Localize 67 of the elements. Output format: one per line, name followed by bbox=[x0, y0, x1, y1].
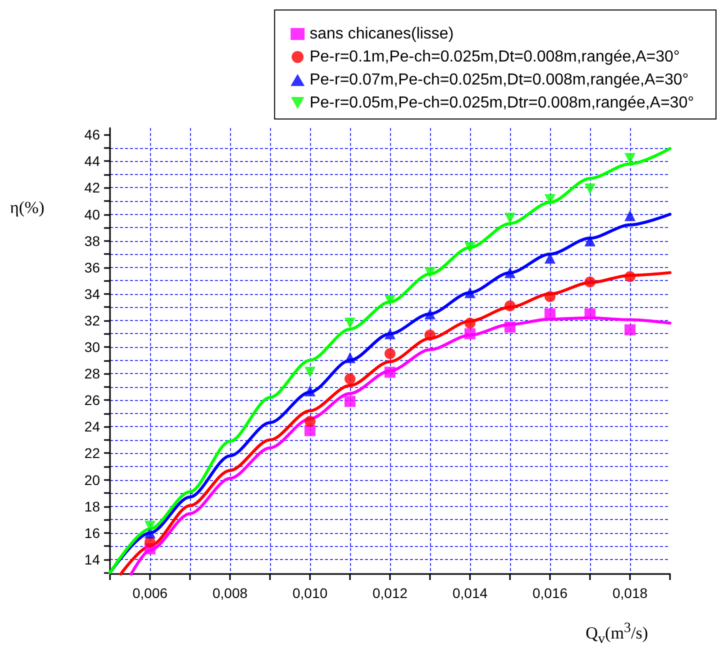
legend-label: sans chicanes(lisse) bbox=[310, 26, 454, 42]
y-tick-label: 24 bbox=[84, 418, 100, 435]
legend-label: Pe-r=0.07m,Pe-ch=0.025m,Dt=0.008m,rangée,A=30° bbox=[310, 72, 689, 88]
point bbox=[424, 330, 436, 341]
point bbox=[144, 527, 156, 538]
y-tick-label: 44 bbox=[84, 153, 100, 170]
x-tick-label: 0,012 bbox=[372, 585, 408, 601]
point bbox=[344, 373, 356, 384]
point bbox=[464, 318, 476, 329]
point bbox=[384, 366, 396, 378]
point bbox=[544, 291, 556, 302]
y-tick-label: 34 bbox=[84, 286, 100, 302]
point bbox=[144, 520, 156, 532]
legend-label: Pe-r=0.1m,Pe-ch=0.025m,Dt=0.008m,rangée,A=30° bbox=[310, 48, 680, 66]
line-series bbox=[119, 271, 672, 576]
point bbox=[384, 328, 396, 340]
point bbox=[304, 416, 316, 427]
y-tick-label: 20 bbox=[84, 472, 100, 488]
point bbox=[344, 352, 356, 364]
y-tick-label: 28 bbox=[84, 366, 100, 382]
y-tick-label: 14 bbox=[84, 551, 100, 568]
y-tick-label: 36 bbox=[84, 259, 100, 276]
point bbox=[624, 271, 636, 282]
y-tick-label: 26 bbox=[84, 392, 100, 408]
x-tick-label: 0,008 bbox=[212, 585, 248, 601]
point bbox=[304, 425, 316, 436]
point bbox=[504, 267, 516, 278]
point bbox=[344, 318, 356, 329]
point bbox=[464, 287, 476, 298]
point bbox=[544, 252, 556, 264]
y-tick-label: 18 bbox=[84, 498, 100, 514]
point bbox=[304, 385, 316, 396]
y-tick-label: 42 bbox=[84, 180, 100, 196]
point bbox=[504, 300, 516, 312]
x-axis-title: Q$_{v}$(m$^{3}$/s) bbox=[586, 620, 648, 648]
y-tick-label: 16 bbox=[84, 524, 100, 541]
x-tick-label: 0,014 bbox=[452, 585, 488, 601]
x-tick-label: 0,016 bbox=[532, 585, 568, 601]
x-tick-label: 0,010 bbox=[292, 585, 328, 601]
point bbox=[424, 308, 436, 320]
point bbox=[624, 324, 636, 336]
point bbox=[544, 308, 556, 320]
point bbox=[584, 308, 596, 320]
point bbox=[584, 276, 596, 288]
point bbox=[584, 235, 596, 246]
point bbox=[504, 212, 516, 224]
point bbox=[464, 242, 476, 253]
x-tick-label: 0,006 bbox=[132, 585, 168, 601]
point bbox=[584, 184, 596, 195]
y-tick-label: 22 bbox=[84, 445, 100, 462]
y-tick-label: 38 bbox=[84, 232, 100, 249]
point bbox=[344, 396, 356, 407]
y-tick-label: 30 bbox=[84, 339, 100, 356]
point bbox=[504, 322, 516, 333]
y-tick-label: 46 bbox=[84, 126, 100, 143]
point bbox=[384, 348, 396, 360]
point bbox=[304, 366, 316, 378]
y-tick-label: 40 bbox=[84, 206, 100, 222]
point bbox=[464, 328, 476, 340]
point bbox=[384, 295, 396, 306]
y-tick-label: 32 bbox=[84, 312, 100, 328]
point bbox=[544, 194, 556, 206]
point bbox=[624, 210, 636, 222]
y-axis-title: η(%) bbox=[10, 198, 44, 218]
x-tick-label: 0,018 bbox=[612, 585, 648, 601]
legend-label: Pe-r=0.05m,Pe-ch=0.025m,Dtr=0.008m,rangée,A=30° bbox=[310, 94, 694, 112]
point bbox=[424, 267, 436, 278]
